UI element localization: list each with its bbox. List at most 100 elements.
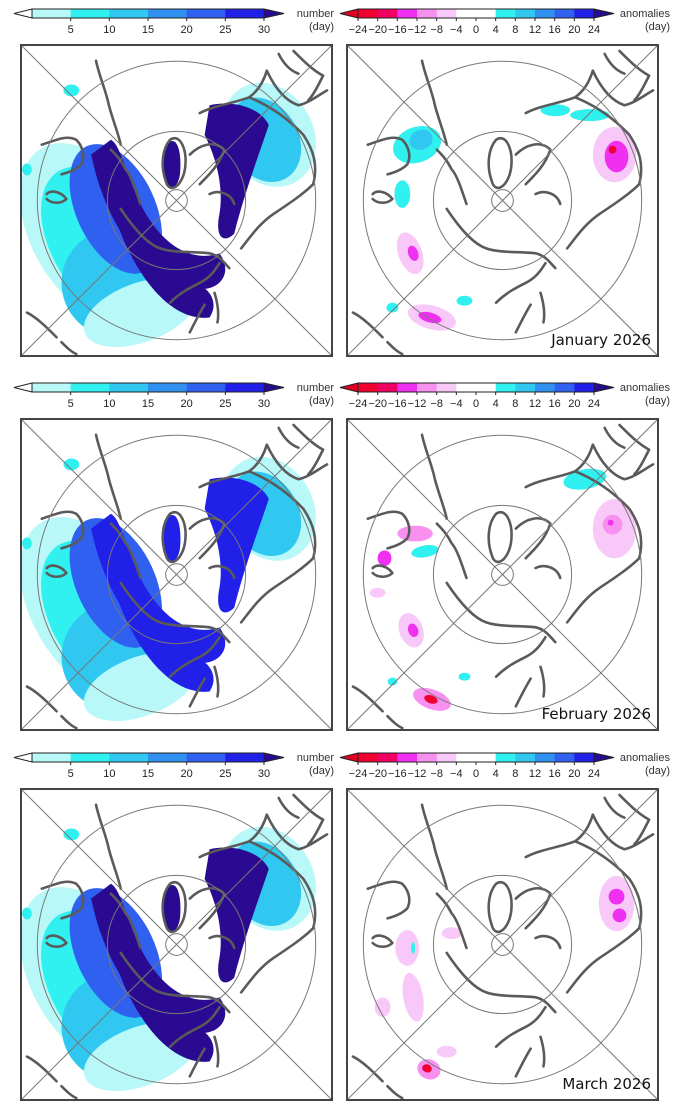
coastline bbox=[292, 793, 325, 846]
colorbar-tick-label: −8 bbox=[430, 398, 443, 410]
coastline bbox=[161, 510, 187, 564]
month-label: January 2026 bbox=[551, 331, 651, 349]
coastline bbox=[618, 793, 651, 846]
colorbar-segment bbox=[574, 753, 595, 762]
colorbar-under-arrow bbox=[13, 382, 33, 393]
colorbar-tick-label: 16 bbox=[549, 398, 561, 410]
latitude-circle-mid bbox=[432, 504, 573, 645]
snow-region-dense bbox=[91, 513, 226, 664]
colorbar-tick-label: −4 bbox=[450, 768, 463, 780]
negative-anomaly bbox=[397, 525, 433, 542]
positive-anomaly bbox=[409, 129, 433, 150]
colorbar-anomalies: −24 −20 −16 −12 −8 −4 0 4 8 12 16 20 24 bbox=[338, 2, 673, 40]
negative-anomaly bbox=[407, 245, 419, 261]
colorbar-tick-label: 15 bbox=[142, 768, 154, 780]
colorbar-under-arrow bbox=[339, 382, 359, 393]
coastline bbox=[420, 59, 449, 147]
coastline bbox=[109, 148, 142, 206]
colorbar-number-title: number (day) bbox=[270, 8, 334, 34]
positive-anomaly bbox=[563, 468, 607, 490]
map-panel-anomalies: January 2026 bbox=[346, 44, 659, 357]
negative-anomaly bbox=[604, 140, 629, 173]
coastline bbox=[188, 665, 220, 708]
coastline bbox=[603, 796, 626, 819]
colorbar-tick-label: 25 bbox=[219, 768, 231, 780]
colorbar-tick-label: −20 bbox=[368, 24, 387, 36]
colorbar-anomalies-title-line1: anomalies bbox=[619, 382, 670, 394]
coastline bbox=[45, 934, 68, 949]
coastline bbox=[565, 96, 643, 250]
colorbar-segment bbox=[495, 753, 516, 762]
map-svg bbox=[348, 46, 657, 355]
colorbar-tick-label: 10 bbox=[103, 768, 115, 780]
coastline bbox=[534, 190, 562, 206]
negative-anomaly bbox=[436, 1045, 457, 1058]
positive-anomaly bbox=[411, 544, 439, 558]
map-svg bbox=[22, 46, 331, 355]
coastline bbox=[371, 190, 394, 205]
colorbar-segment bbox=[397, 753, 418, 762]
colorbar-segment bbox=[554, 753, 575, 762]
latitude-circle-mid bbox=[106, 874, 247, 1015]
colorbar-segment bbox=[574, 9, 595, 18]
colorbar-segment bbox=[476, 9, 497, 18]
coastline bbox=[445, 207, 557, 270]
coastline bbox=[445, 581, 557, 644]
colorbar-tick-label: −16 bbox=[388, 24, 407, 36]
row-march: 5 10 15 20 25 30 number (day) −24 −20 −16 −12 −8−… bbox=[0, 742, 673, 1105]
colorbar-segment bbox=[397, 383, 418, 392]
month-label: February 2026 bbox=[541, 705, 651, 723]
colorbar-tick-label: 0 bbox=[473, 398, 479, 410]
negative-anomaly-strong bbox=[607, 519, 614, 526]
colorbar-number: 5 10 15 20 25 30 bbox=[10, 2, 335, 40]
colorbar-tick-label: 4 bbox=[493, 24, 499, 36]
map-panel-number bbox=[20, 44, 333, 357]
coastline bbox=[239, 96, 317, 250]
colorbar-tick-label: 4 bbox=[493, 768, 499, 780]
latitude-circle-outer bbox=[36, 60, 317, 341]
latitude-circle-outer bbox=[362, 60, 643, 341]
positive-anomaly bbox=[456, 295, 473, 306]
colorbar-tick-label: 15 bbox=[142, 24, 154, 36]
colorbar-tick-label: 20 bbox=[568, 24, 580, 36]
latitude-circle-outer bbox=[362, 804, 643, 1085]
coastline bbox=[494, 1005, 547, 1048]
coastline bbox=[435, 522, 468, 580]
snow-region-greenland bbox=[163, 514, 181, 562]
positive-anomaly bbox=[411, 942, 416, 954]
colorbar-tick-label: 25 bbox=[219, 24, 231, 36]
colorbar-segment bbox=[515, 753, 536, 762]
colorbar-tick-label: 24 bbox=[588, 24, 600, 36]
colorbar-segment bbox=[186, 383, 226, 392]
colorbar-segment bbox=[148, 9, 188, 18]
colorbar-segment bbox=[32, 753, 72, 762]
latitude-circle-mid bbox=[432, 874, 573, 1015]
snow-region-greenland bbox=[163, 884, 181, 932]
positive-anomaly bbox=[387, 677, 398, 686]
colorbar-tick-label: 30 bbox=[258, 768, 270, 780]
colorbar-segment bbox=[148, 383, 188, 392]
snow-region-greenland bbox=[163, 140, 181, 188]
colorbar-over-arrow bbox=[593, 8, 615, 19]
colorbar-tick-label: 8 bbox=[512, 398, 518, 410]
colorbar-segment bbox=[148, 753, 188, 762]
colorbar-segment bbox=[515, 9, 536, 18]
coastline bbox=[351, 1055, 404, 1099]
map-panel-anomalies: March 2026 bbox=[346, 788, 659, 1101]
snow-region-light bbox=[22, 163, 32, 176]
north-pole-circle bbox=[491, 933, 514, 956]
map-svg bbox=[22, 420, 331, 729]
coastline bbox=[487, 510, 513, 564]
snow-region-dense bbox=[91, 139, 226, 290]
colorbar-tick-label: 5 bbox=[68, 24, 74, 36]
map-panel-number bbox=[20, 788, 333, 1101]
coastline bbox=[168, 635, 221, 678]
colorbar-tick-label: −4 bbox=[450, 398, 463, 410]
positive-anomaly bbox=[540, 104, 571, 117]
colorbar-tick-label: 20 bbox=[568, 768, 580, 780]
coastline bbox=[435, 892, 468, 950]
colorbar-anomalies: −24 −20 −16 −12 −8 −4 0 4 8 12 16 20 24 bbox=[338, 376, 673, 414]
coastline bbox=[161, 880, 187, 934]
colorbar-tick-label: 12 bbox=[529, 768, 541, 780]
colorbar-segment bbox=[436, 9, 457, 18]
